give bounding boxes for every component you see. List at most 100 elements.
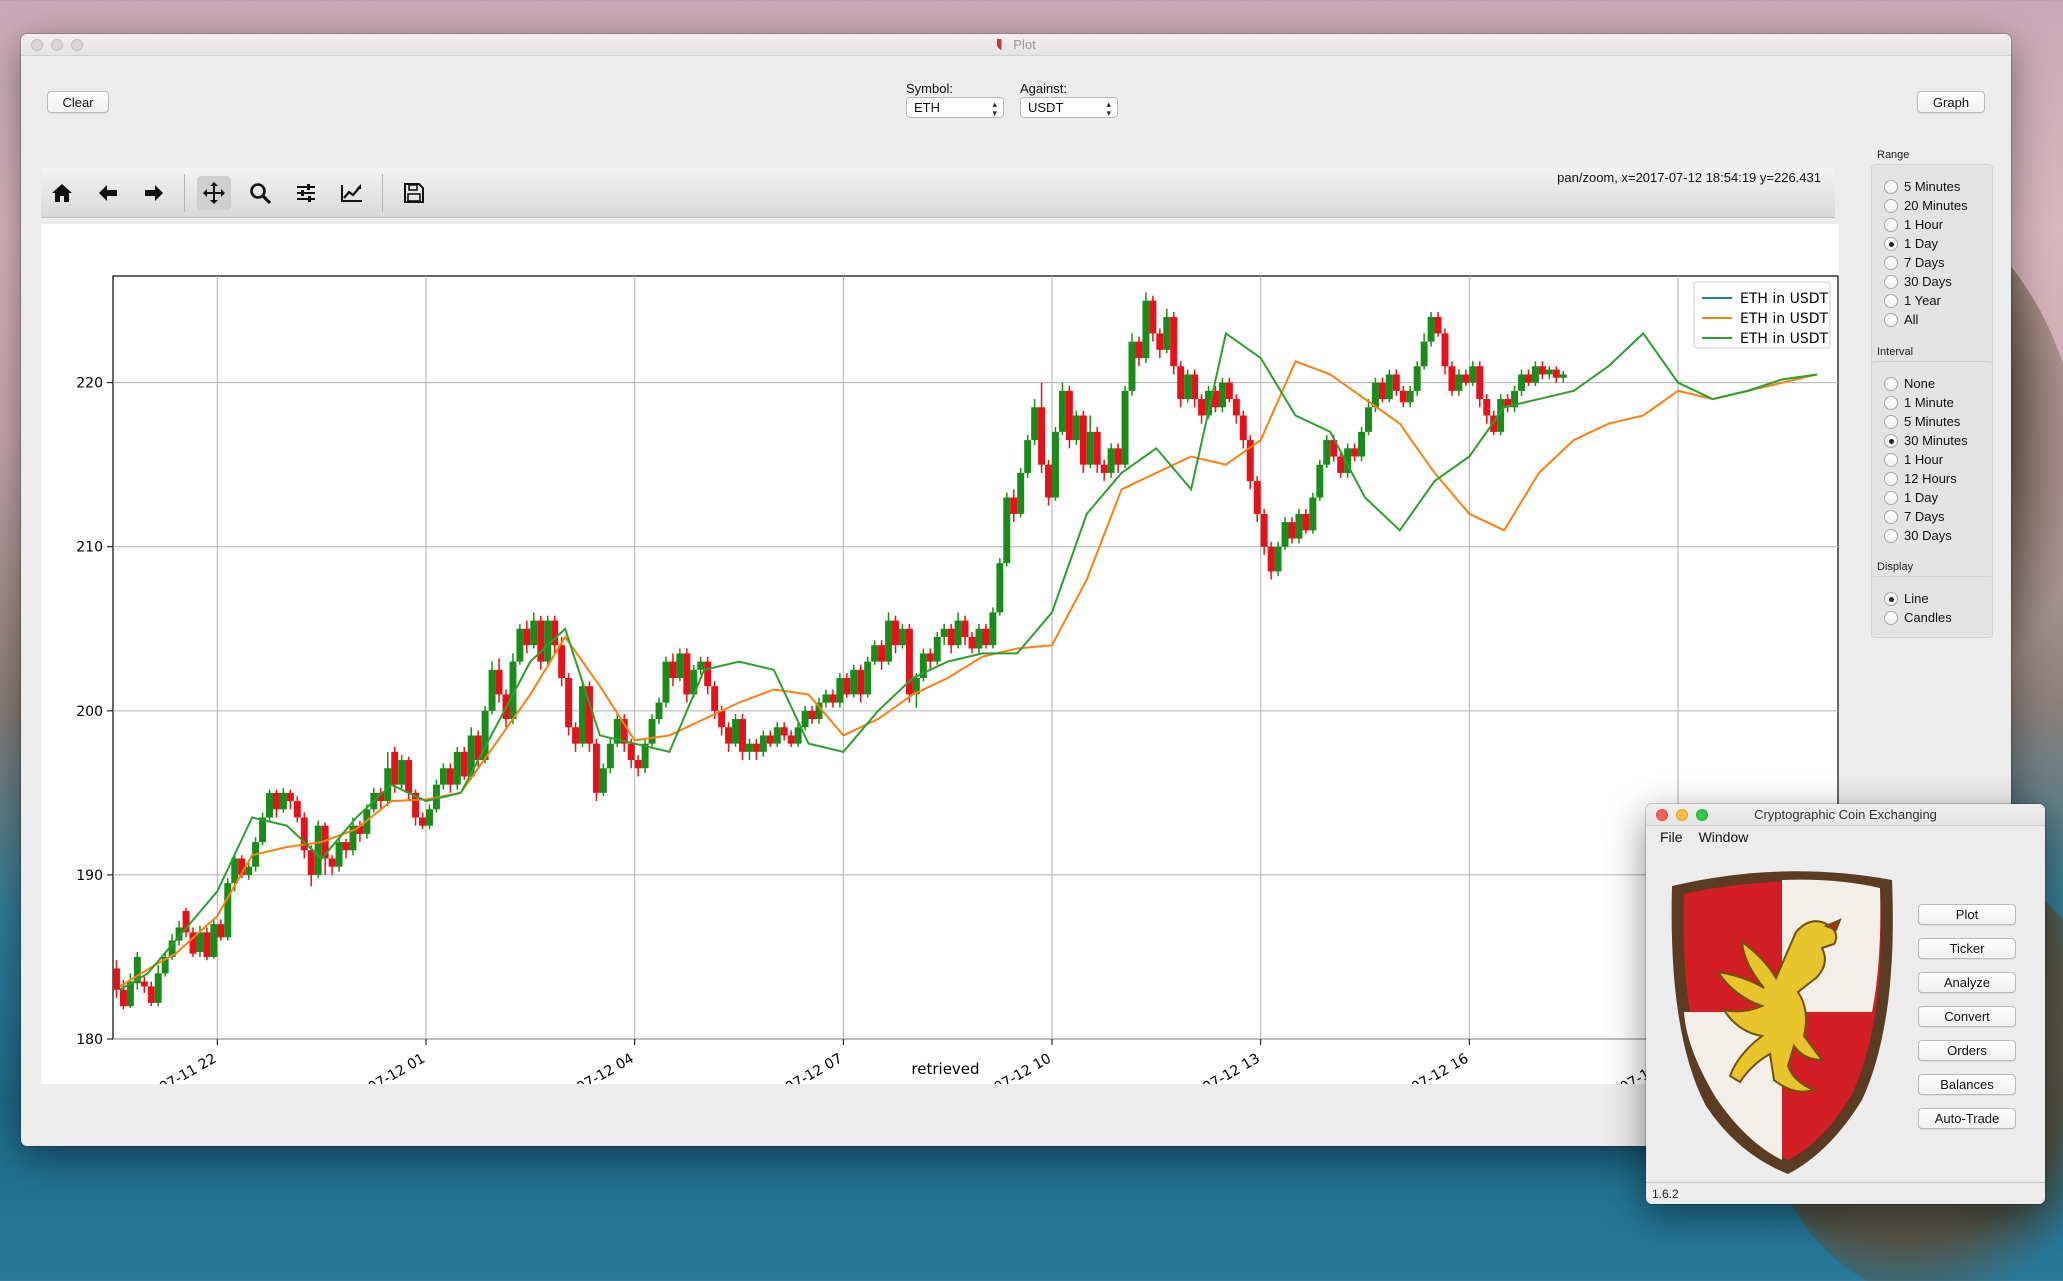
radio-button[interactable] [1884, 414, 1898, 429]
candle-down [113, 968, 120, 990]
plot-button[interactable]: Plot [1918, 904, 2016, 925]
radio-button[interactable] [1884, 433, 1898, 448]
radio-button[interactable] [1884, 376, 1898, 391]
radio-button[interactable] [1884, 471, 1898, 486]
minimize-window-button[interactable] [51, 38, 63, 51]
candle-up [426, 809, 433, 826]
radio-button[interactable] [1884, 179, 1898, 194]
range-option-5-minutes[interactable]: 5 Minutes [1884, 179, 1960, 194]
display-option-line[interactable]: Line [1884, 591, 1929, 606]
zoom-button[interactable] [243, 176, 277, 210]
menu-file[interactable]: File [1660, 829, 1683, 845]
candle-up [245, 866, 253, 875]
pan-button[interactable] [197, 176, 231, 210]
range-option-7-days[interactable]: 7 Days [1884, 255, 1944, 270]
auto-trade-button[interactable]: Auto-Trade [1918, 1108, 2016, 1129]
graph-button[interactable]: Graph [1917, 91, 1985, 113]
candle-up [231, 858, 239, 884]
zoom-window-button[interactable] [1696, 808, 1708, 821]
radio-button[interactable] [1884, 236, 1898, 251]
radio-button[interactable] [1884, 528, 1898, 543]
display-option-candles[interactable]: Candles [1884, 610, 1952, 625]
symbol-select[interactable]: ETH ▴ ▾ [906, 97, 1004, 118]
menu-bar: File Window [1660, 829, 1748, 845]
range-option-20-minutes[interactable]: 20 Minutes [1884, 198, 1968, 213]
candle-down [627, 743, 635, 761]
radio-button[interactable] [1884, 217, 1898, 232]
radio-button[interactable] [1884, 395, 1898, 410]
candle-down [787, 735, 795, 744]
interval-option-12-hours[interactable]: 12 Hours [1884, 471, 1957, 486]
interval-option-30-minutes[interactable]: 30 Minutes [1884, 433, 1968, 448]
close-window-button[interactable] [31, 38, 43, 51]
candle-up [690, 669, 698, 695]
minimize-window-button[interactable] [1676, 808, 1688, 821]
radio-label: 12 Hours [1904, 471, 1957, 486]
interval-option-1-day[interactable]: 1 Day [1884, 490, 1938, 505]
range-title: Range [1877, 149, 1910, 161]
candle-up [676, 653, 684, 679]
balances-button[interactable]: Balances [1918, 1074, 2016, 1095]
close-window-button[interactable] [1656, 808, 1668, 821]
interval-option-30-days[interactable]: 30 Days [1884, 528, 1952, 543]
interval-option-1-minute[interactable]: 1 Minute [1884, 395, 1954, 410]
main-window-titlebar[interactable]: Cryptographic Coin Exchanging [1646, 804, 2045, 826]
radio-button[interactable] [1884, 490, 1898, 505]
candle-down [1504, 399, 1512, 408]
interval-option-none[interactable]: None [1884, 376, 1935, 391]
range-option-1-day[interactable]: 1 Day [1884, 236, 1938, 251]
plot-window-titlebar[interactable]: Plot [21, 34, 2011, 56]
radio-button[interactable] [1884, 198, 1898, 213]
ticker-button[interactable]: Ticker [1918, 938, 2016, 959]
legend-entry: ETH in USDT [1740, 331, 1829, 347]
interval-option-5-minutes[interactable]: 5 Minutes [1884, 414, 1960, 429]
menu-window[interactable]: Window [1698, 829, 1749, 845]
radio-button[interactable] [1884, 610, 1898, 625]
candle-up [871, 645, 879, 662]
candle-up [161, 956, 169, 974]
y-tick-label: 190 [76, 868, 103, 884]
against-select[interactable]: USDT ▴ ▾ [1020, 97, 1118, 118]
interval-option-7-days[interactable]: 7 Days [1884, 509, 1944, 524]
candle-down [1225, 382, 1233, 400]
series-line-3 [119, 331, 1818, 991]
radio-label: 1 Hour [1904, 452, 1944, 467]
plot-canvas[interactable]: 180 190 200 210 220 07-11 22 07-12 01 07-12 04 0… [41, 224, 1839, 1096]
candle-down [1476, 366, 1484, 400]
candle-down [1337, 456, 1345, 473]
radio-button[interactable] [1884, 452, 1898, 467]
radio-button[interactable] [1884, 274, 1898, 289]
radio-button[interactable] [1884, 255, 1898, 270]
candle-down [1552, 369, 1560, 378]
range-option-30-days[interactable]: 30 Days [1884, 274, 1952, 289]
radio-button[interactable] [1884, 293, 1898, 308]
radio-button[interactable] [1884, 591, 1898, 606]
x-tick-label: 07-12 16 [1409, 1051, 1472, 1084]
home-button[interactable] [45, 176, 79, 210]
candlestick-chart[interactable]: 180 190 200 210 220 07-11 22 07-12 01 07-12 04 0… [41, 224, 1839, 1096]
radio-button[interactable] [1884, 312, 1898, 327]
candle-up [1274, 546, 1282, 572]
analyze-button[interactable]: Analyze [1918, 972, 2016, 993]
interval-option-1-hour[interactable]: 1 Hour [1884, 452, 1943, 467]
candle-up [1365, 407, 1372, 432]
zoom-window-button[interactable] [71, 38, 83, 51]
radio-button[interactable] [1884, 509, 1898, 524]
range-option-1-hour[interactable]: 1 Hour [1884, 217, 1943, 232]
convert-button[interactable]: Convert [1918, 1006, 2016, 1027]
range-option-all[interactable]: All [1884, 312, 1918, 327]
orders-button[interactable]: Orders [1918, 1040, 2016, 1061]
candle-up [335, 842, 343, 867]
candle-down [238, 858, 246, 875]
candle-down [947, 628, 955, 646]
edit-axis-button[interactable] [335, 176, 369, 210]
back-button[interactable] [91, 176, 125, 210]
clear-button[interactable]: Clear [47, 91, 109, 113]
forward-button[interactable] [137, 176, 171, 210]
candle-up [1497, 399, 1505, 432]
x-tick-label: 07-12 07 [783, 1051, 846, 1084]
save-button[interactable] [397, 176, 431, 210]
configure-subplots-button[interactable] [289, 176, 323, 210]
window-title: Plot [996, 37, 1036, 52]
range-option-1-year[interactable]: 1 Year [1884, 293, 1941, 308]
